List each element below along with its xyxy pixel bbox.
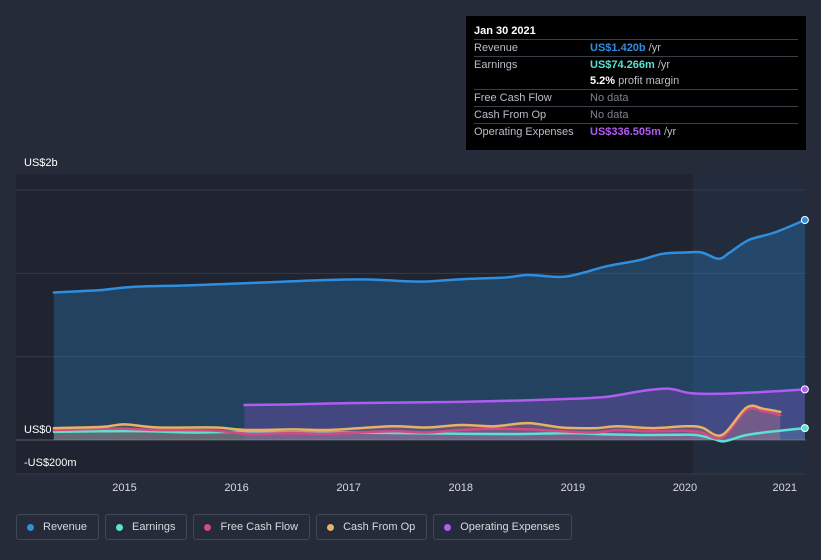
line-earnings bbox=[52, 426, 807, 443]
tooltip-row-margin: 5.2% profit margin bbox=[474, 73, 798, 89]
area-revenue bbox=[53, 220, 805, 440]
tooltip-unit: /yr bbox=[648, 42, 661, 54]
plot-background bbox=[16, 174, 806, 474]
x-axis-tick-label: 2015 bbox=[112, 482, 136, 494]
tooltip-value: US$1.420b bbox=[590, 42, 646, 54]
tooltip-label: Cash From Op bbox=[474, 109, 547, 121]
marker-operating-expenses bbox=[800, 385, 809, 394]
legend-dot-icon bbox=[327, 523, 335, 531]
tooltip-unit: /yr bbox=[663, 126, 677, 138]
legend-item-operating-expenses[interactable]: Operating Expenses bbox=[433, 514, 572, 540]
tooltip-row-cash-from-op: Cash From Op No data bbox=[474, 106, 798, 123]
x-axis-tick-label: 2020 bbox=[673, 482, 697, 494]
series-lines bbox=[52, 218, 807, 443]
tooltip-label: Free Cash Flow bbox=[474, 92, 552, 104]
y-axis-label-bottom: -US$200m bbox=[24, 457, 77, 469]
data-tooltip: Jan 30 2021 Revenue US$1.420b/yr Earning… bbox=[466, 16, 806, 150]
marker-revenue bbox=[800, 216, 809, 224]
tooltip-label: Earnings bbox=[474, 59, 518, 71]
tooltip-value: No data bbox=[590, 109, 629, 121]
chart: US$2b US$0 -US$200m 2015 2016 2017 2018 2019 202… bbox=[16, 157, 809, 494]
line-revenue bbox=[52, 218, 807, 294]
tooltip-unit: /yr bbox=[657, 59, 671, 71]
plot-area bbox=[16, 174, 806, 474]
legend-dot-icon bbox=[116, 523, 124, 531]
line-cash-from-op bbox=[52, 404, 782, 437]
tooltip-value: US$336.505m bbox=[590, 126, 661, 138]
legend-item-earnings[interactable]: Earnings bbox=[105, 514, 188, 540]
legend-item-free-cash-flow[interactable]: Free Cash Flow bbox=[193, 514, 311, 540]
marker-earnings bbox=[800, 424, 809, 433]
legend-label: Free Cash Flow bbox=[220, 521, 299, 533]
legend-label: Operating Expenses bbox=[460, 521, 560, 533]
grid-lines bbox=[16, 189, 806, 475]
tooltip-margin-text: profit margin bbox=[618, 75, 680, 87]
line-free-cash-flow bbox=[52, 406, 782, 440]
x-axis-tick-label: 2018 bbox=[449, 482, 473, 494]
tooltip-value: No data bbox=[590, 92, 629, 104]
chart-legend: Revenue Earnings Free Cash Flow Cash Fro… bbox=[16, 514, 578, 540]
legend-label: Cash From Op bbox=[343, 521, 416, 533]
line-operating-expenses bbox=[243, 387, 807, 407]
x-axis-tick-label: 2021 bbox=[773, 482, 797, 494]
x-axis-tick-label: 2016 bbox=[224, 482, 248, 494]
tooltip-row-revenue: Revenue US$1.420b/yr bbox=[474, 39, 798, 56]
legend-label: Revenue bbox=[43, 521, 88, 533]
legend-dot-icon bbox=[27, 523, 34, 531]
legend-item-revenue[interactable]: Revenue bbox=[16, 514, 100, 540]
area-earnings bbox=[53, 428, 805, 442]
series-end-markers bbox=[800, 216, 809, 433]
tooltip-label: Revenue bbox=[474, 42, 519, 54]
tooltip-row-operating-expenses: Operating Expenses US$336.505m/yr bbox=[474, 123, 798, 140]
x-axis-tick-label: 2019 bbox=[561, 482, 585, 494]
tooltip-row-earnings: Earnings US$74.266m/yr bbox=[474, 56, 798, 73]
tooltip-date: Jan 30 2021 bbox=[474, 25, 536, 37]
legend-dot-icon bbox=[444, 523, 452, 531]
y-axis-label-top: US$2b bbox=[24, 157, 58, 169]
tooltip-value: US$74.266m bbox=[590, 59, 655, 71]
tooltip-label: Operating Expenses bbox=[474, 126, 574, 138]
highlight-band bbox=[692, 174, 806, 474]
x-axis-tick-label: 2017 bbox=[336, 482, 360, 494]
tooltip-row-free-cash-flow: Free Cash Flow No data bbox=[474, 89, 798, 106]
y-axis-label-zero: US$0 bbox=[24, 424, 52, 436]
tooltip-margin-value: 5.2% bbox=[590, 75, 616, 87]
legend-item-cash-from-op[interactable]: Cash From Op bbox=[316, 514, 428, 540]
legend-dot-icon bbox=[204, 523, 212, 531]
axis-labels: US$2b US$0 -US$200m 2015 2016 2017 2018 2019 202… bbox=[24, 157, 797, 494]
legend-label: Earnings bbox=[132, 521, 176, 533]
